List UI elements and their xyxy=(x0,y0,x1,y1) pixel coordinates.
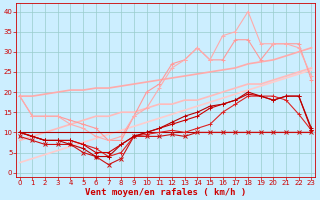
X-axis label: Vent moyen/en rafales ( km/h ): Vent moyen/en rafales ( km/h ) xyxy=(85,188,246,197)
